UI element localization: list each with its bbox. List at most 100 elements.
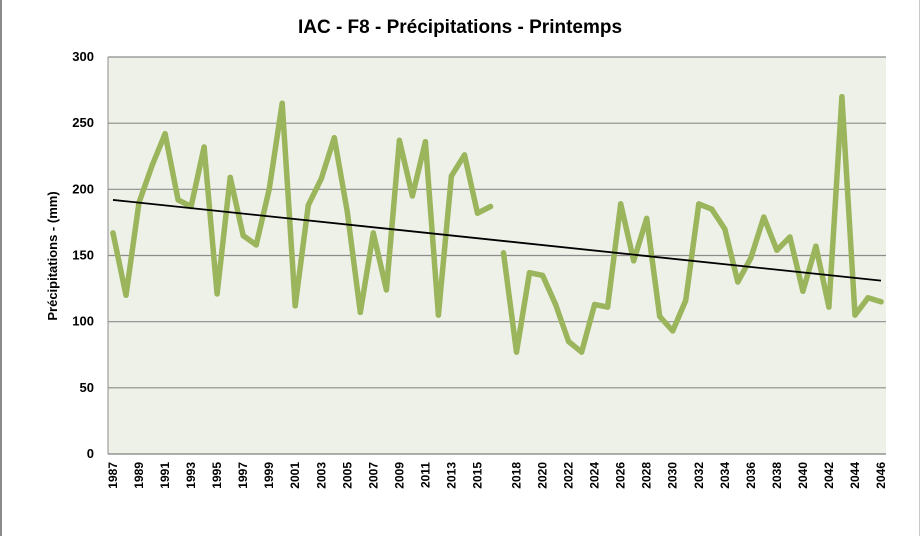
- data-point: [214, 291, 220, 297]
- data-point: [865, 295, 871, 301]
- data-point: [500, 250, 507, 256]
- y-tick-label: 100: [72, 314, 94, 329]
- y-axis-label: Précipitations - (mm): [45, 191, 60, 320]
- x-tick-label: 2042: [822, 462, 836, 489]
- data-point: [201, 144, 207, 150]
- x-tick-label: 2015: [470, 462, 484, 489]
- data-point: [279, 100, 285, 107]
- data-point: [878, 299, 884, 305]
- data-point: [461, 152, 468, 158]
- x-tick-label: 2011: [418, 462, 432, 488]
- data-point: [800, 288, 806, 294]
- data-point: [448, 173, 455, 179]
- x-tick-label: 1993: [184, 462, 198, 489]
- x-tick-label: 2022: [562, 462, 576, 489]
- x-tick-label: 2028: [640, 462, 654, 489]
- data-point: [344, 209, 351, 215]
- data-point: [240, 232, 246, 239]
- data-point: [526, 270, 533, 276]
- x-tick-label: 2046: [874, 462, 888, 489]
- data-point: [761, 214, 767, 220]
- x-tick-label: 1991: [158, 462, 172, 489]
- x-tick-label: 2003: [314, 462, 328, 489]
- data-point: [383, 287, 390, 293]
- data-point: [305, 202, 311, 208]
- y-tick-label: 50: [80, 380, 94, 395]
- data-point: [696, 201, 702, 207]
- precipitation-line-segment: [500, 93, 884, 355]
- precipitation-line-segment: [110, 100, 494, 318]
- data-point: [435, 312, 442, 318]
- data-point: [670, 328, 676, 334]
- data-point: [149, 162, 155, 169]
- x-tick-label: 2036: [744, 462, 758, 489]
- data-point: [578, 349, 585, 355]
- data-point: [787, 234, 793, 240]
- x-tick-label: 2024: [588, 462, 602, 489]
- data-point: [110, 230, 116, 236]
- data-point: [604, 304, 611, 310]
- y-axis-ticks: 0 50 100 150 200 250 300: [72, 49, 94, 461]
- x-tick-label: 2007: [366, 462, 380, 489]
- data-point: [813, 243, 819, 249]
- data-point: [774, 247, 780, 253]
- x-tick-label: 2032: [692, 462, 706, 489]
- x-tick-label: 1997: [236, 462, 250, 489]
- gridlines: [107, 56, 886, 455]
- data-point: [474, 210, 481, 216]
- data-point: [539, 272, 546, 279]
- data-point: [227, 174, 233, 181]
- data-point: [318, 176, 324, 182]
- y-tick-label: 150: [72, 248, 94, 263]
- x-tick-label: 2020: [536, 462, 550, 489]
- data-point: [253, 242, 259, 248]
- x-tick-label: 2013: [444, 462, 458, 489]
- x-tick-label: 1995: [210, 462, 224, 489]
- x-tick-label: 2009: [392, 462, 406, 489]
- data-point: [839, 94, 845, 100]
- data-point: [266, 186, 272, 193]
- data-point: [422, 138, 429, 145]
- x-tick-label: 2040: [796, 462, 810, 489]
- y-tick-label: 300: [72, 49, 94, 64]
- y-tick-label: 250: [72, 115, 94, 130]
- data-point: [370, 230, 377, 236]
- x-tick-label: 2005: [340, 462, 354, 489]
- data-point: [552, 301, 559, 308]
- x-tick-label: 1999: [262, 462, 276, 489]
- data-point: [643, 215, 650, 222]
- data-point: [487, 203, 494, 210]
- x-tick-label: 2001: [288, 462, 302, 489]
- x-tick-label: 2034: [718, 462, 732, 489]
- y-tick-label: 0: [87, 446, 94, 461]
- chart-title: IAC - F8 - Précipitations - Printemps: [298, 17, 622, 38]
- x-tick-label: 2030: [666, 462, 680, 489]
- x-tick-label: 2038: [770, 462, 784, 489]
- data-point: [826, 304, 832, 310]
- data-point: [175, 197, 181, 203]
- y-tick-label: 200: [72, 181, 94, 196]
- data-point: [722, 226, 728, 232]
- data-point: [657, 313, 663, 320]
- data-point: [735, 279, 741, 285]
- data-point: [513, 349, 520, 355]
- data-point: [331, 135, 337, 141]
- data-point: [396, 137, 403, 144]
- data-point: [565, 338, 572, 345]
- trend-line: [112, 199, 882, 282]
- x-tick-label: 2026: [614, 462, 628, 489]
- data-series: [110, 93, 884, 355]
- x-tick-label: 2018: [510, 462, 524, 489]
- data-point: [748, 255, 754, 261]
- data-point: [617, 201, 624, 207]
- data-point: [709, 206, 715, 212]
- data-point: [591, 301, 598, 308]
- data-point: [852, 312, 858, 318]
- x-tick-label: 1989: [132, 462, 146, 489]
- x-tick-label: 2044: [848, 462, 862, 489]
- data-point: [683, 297, 689, 304]
- data-point: [162, 131, 168, 137]
- data-point: [292, 303, 298, 309]
- data-point: [123, 292, 129, 298]
